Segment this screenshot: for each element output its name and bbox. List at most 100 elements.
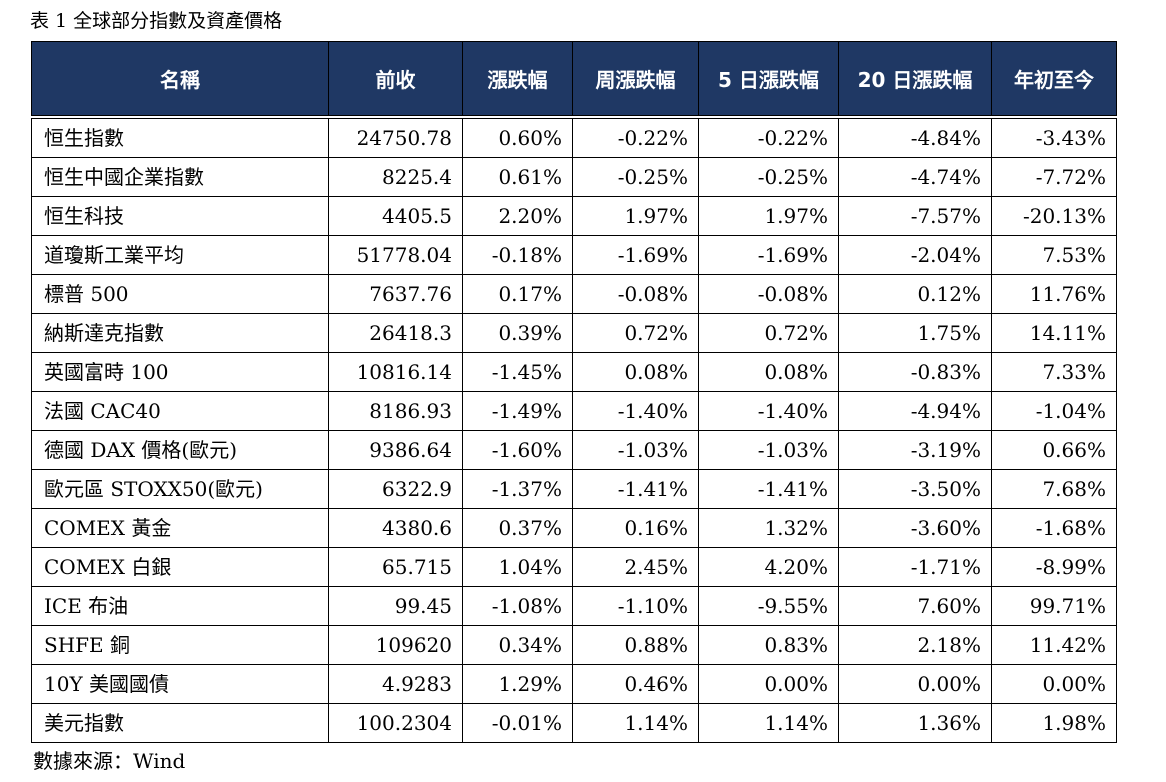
cell-ytd: 11.42% xyxy=(991,625,1117,665)
cell-prev-close: 8186.93 xyxy=(328,391,463,431)
cell-change: -1.49% xyxy=(462,391,573,431)
cell-weekly-change: 0.46% xyxy=(572,664,699,704)
cell-20d-change: -4.94% xyxy=(838,391,992,431)
cell-name: 10Y 美國國債 xyxy=(31,664,329,704)
cell-5d-change: -1.40% xyxy=(698,391,839,431)
cell-5d-change: -0.25% xyxy=(698,157,839,197)
table-row: 10Y 美國國債 4.9283 1.29% 0.46% 0.00% 0.00% 0.00% xyxy=(31,664,1117,704)
cell-name: 英國富時 100 xyxy=(31,352,329,392)
cell-change: 0.34% xyxy=(462,625,573,665)
cell-prev-close: 9386.64 xyxy=(328,430,463,470)
cell-weekly-change: -1.03% xyxy=(572,430,699,470)
column-header-ytd: 年初至今 xyxy=(991,41,1117,116)
cell-prev-close: 100.2304 xyxy=(328,703,463,743)
source-note: 數據來源：Wind xyxy=(33,749,186,773)
cell-weekly-change: -0.08% xyxy=(572,274,699,314)
global-index-table: 名稱 前收 漲跌幅 周漲跌幅 5 日漲跌幅 20 日漲跌幅 年初至今 恒生指數 2… xyxy=(31,41,1117,743)
cell-prev-close: 65.715 xyxy=(328,547,463,587)
cell-weekly-change: -0.25% xyxy=(572,157,699,197)
column-header-prev-close: 前收 xyxy=(328,41,463,116)
cell-5d-change: 1.14% xyxy=(698,703,839,743)
cell-5d-change: 1.32% xyxy=(698,508,839,548)
cell-ytd: 14.11% xyxy=(991,313,1117,353)
column-header-name: 名稱 xyxy=(31,41,329,116)
cell-prev-close: 51778.04 xyxy=(328,235,463,275)
table-row: SHFE 銅 109620 0.34% 0.88% 0.83% 2.18% 11.42% xyxy=(31,625,1117,665)
cell-ytd: 7.53% xyxy=(991,235,1117,275)
cell-ytd: -1.68% xyxy=(991,508,1117,548)
table-row: COMEX 白銀 65.715 1.04% 2.45% 4.20% -1.71% -8.99… xyxy=(31,547,1117,587)
cell-change: 0.39% xyxy=(462,313,573,353)
cell-20d-change: -3.50% xyxy=(838,469,992,509)
cell-ytd: -8.99% xyxy=(991,547,1117,587)
cell-prev-close: 4.9283 xyxy=(328,664,463,704)
table-row: 標普 500 7637.76 0.17% -0.08% -0.08% 0.12% 11.76… xyxy=(31,274,1117,314)
table-row: 美元指數 100.2304 -0.01% 1.14% 1.14% 1.36% 1.98% xyxy=(31,703,1117,743)
cell-weekly-change: -1.41% xyxy=(572,469,699,509)
cell-weekly-change: 0.16% xyxy=(572,508,699,548)
column-header-20d-change: 20 日漲跌幅 xyxy=(838,41,992,116)
cell-name: 法國 CAC40 xyxy=(31,391,329,431)
cell-weekly-change: 0.72% xyxy=(572,313,699,353)
cell-5d-change: -1.41% xyxy=(698,469,839,509)
table-row: 恒生指數 24750.78 0.60% -0.22% -0.22% -4.84% -3.43… xyxy=(31,118,1117,158)
cell-20d-change: -7.57% xyxy=(838,196,992,236)
table-header-row: 名稱 前收 漲跌幅 周漲跌幅 5 日漲跌幅 20 日漲跌幅 年初至今 xyxy=(31,41,1117,116)
cell-name: 標普 500 xyxy=(31,274,329,314)
table-body: 恒生指數 24750.78 0.60% -0.22% -0.22% -4.84% -3.43… xyxy=(31,118,1117,743)
cell-20d-change: -4.84% xyxy=(838,118,992,158)
cell-change: 0.37% xyxy=(462,508,573,548)
cell-name: ICE 布油 xyxy=(31,586,329,626)
cell-weekly-change: 1.14% xyxy=(572,703,699,743)
cell-change: -0.01% xyxy=(462,703,573,743)
cell-prev-close: 99.45 xyxy=(328,586,463,626)
cell-20d-change: -3.19% xyxy=(838,430,992,470)
column-header-change: 漲跌幅 xyxy=(462,41,573,116)
cell-20d-change: 1.36% xyxy=(838,703,992,743)
cell-weekly-change: 2.45% xyxy=(572,547,699,587)
cell-ytd: 11.76% xyxy=(991,274,1117,314)
cell-change: -0.18% xyxy=(462,235,573,275)
cell-change: -1.37% xyxy=(462,469,573,509)
cell-change: 1.29% xyxy=(462,664,573,704)
cell-change: 0.60% xyxy=(462,118,573,158)
cell-weekly-change: -1.40% xyxy=(572,391,699,431)
cell-name: 道瓊斯工業平均 xyxy=(31,235,329,275)
cell-20d-change: -0.83% xyxy=(838,352,992,392)
cell-prev-close: 7637.76 xyxy=(328,274,463,314)
cell-5d-change: 1.97% xyxy=(698,196,839,236)
cell-change: -1.45% xyxy=(462,352,573,392)
cell-ytd: 1.98% xyxy=(991,703,1117,743)
cell-change: 1.04% xyxy=(462,547,573,587)
cell-weekly-change: -1.10% xyxy=(572,586,699,626)
cell-weekly-change: 1.97% xyxy=(572,196,699,236)
cell-prev-close: 4380.6 xyxy=(328,508,463,548)
cell-20d-change: -1.71% xyxy=(838,547,992,587)
cell-ytd: 7.68% xyxy=(991,469,1117,509)
cell-prev-close: 109620 xyxy=(328,625,463,665)
cell-weekly-change: 0.88% xyxy=(572,625,699,665)
table-row: 恒生中國企業指數 8225.4 0.61% -0.25% -0.25% -4.74% -7.… xyxy=(31,157,1117,197)
cell-name: SHFE 銅 xyxy=(31,625,329,665)
cell-ytd: 99.71% xyxy=(991,586,1117,626)
cell-prev-close: 10816.14 xyxy=(328,352,463,392)
cell-change: -1.60% xyxy=(462,430,573,470)
cell-ytd: 0.00% xyxy=(991,664,1117,704)
cell-ytd: -7.72% xyxy=(991,157,1117,197)
cell-20d-change: 1.75% xyxy=(838,313,992,353)
column-header-5d-change: 5 日漲跌幅 xyxy=(698,41,839,116)
cell-change: 0.61% xyxy=(462,157,573,197)
cell-ytd: -1.04% xyxy=(991,391,1117,431)
cell-ytd: 0.66% xyxy=(991,430,1117,470)
cell-ytd: -20.13% xyxy=(991,196,1117,236)
table-row: 納斯達克指數 26418.3 0.39% 0.72% 0.72% 1.75% 14.11% xyxy=(31,313,1117,353)
table-row: 道瓊斯工業平均 51778.04 -0.18% -1.69% -1.69% -2.04% 7… xyxy=(31,235,1117,275)
table-row: 恒生科技 4405.5 2.20% 1.97% 1.97% -7.57% -20.13% xyxy=(31,196,1117,236)
table-row: COMEX 黃金 4380.6 0.37% 0.16% 1.32% -3.60% -1.68… xyxy=(31,508,1117,548)
cell-prev-close: 6322.9 xyxy=(328,469,463,509)
cell-name: 美元指數 xyxy=(31,703,329,743)
cell-20d-change: -2.04% xyxy=(838,235,992,275)
cell-20d-change: 0.12% xyxy=(838,274,992,314)
cell-20d-change: -3.60% xyxy=(838,508,992,548)
cell-5d-change: -1.69% xyxy=(698,235,839,275)
